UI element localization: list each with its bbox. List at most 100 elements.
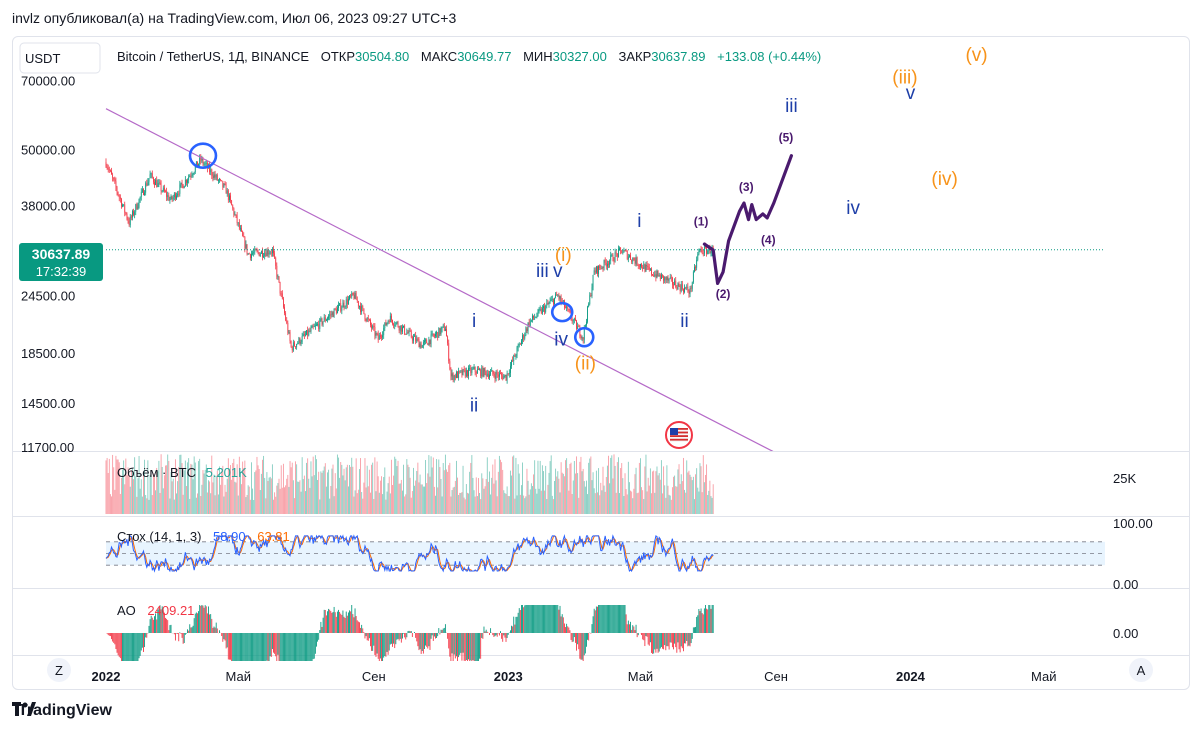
candle-body bbox=[513, 355, 515, 361]
auto-scale-button[interactable]: A bbox=[1129, 658, 1153, 682]
candle-body bbox=[334, 308, 336, 310]
volume-bar bbox=[252, 488, 254, 514]
chart-frame[interactable]: 90000.0070000.0050000.0038000.0024500.00… bbox=[12, 36, 1190, 690]
candle-body bbox=[656, 270, 658, 278]
volume-bar bbox=[444, 454, 446, 514]
candle-body bbox=[181, 182, 183, 185]
ao-bar bbox=[254, 633, 256, 661]
ao-bar bbox=[360, 627, 361, 633]
ao-bar bbox=[139, 633, 141, 656]
candle-body bbox=[147, 181, 149, 186]
ao-bar bbox=[507, 633, 509, 635]
volume-bar bbox=[625, 489, 627, 514]
volume-bar bbox=[680, 474, 682, 514]
ao-bar bbox=[665, 633, 667, 651]
currency-selector[interactable]: USDT bbox=[19, 42, 101, 74]
volume-bar bbox=[443, 470, 445, 514]
ao-bar bbox=[120, 633, 122, 661]
candle-body bbox=[122, 205, 123, 207]
ao-bar bbox=[509, 630, 511, 633]
ao-bar bbox=[660, 633, 662, 647]
ao-bar bbox=[601, 605, 603, 633]
ao-bar bbox=[712, 605, 714, 633]
candle-body bbox=[332, 312, 334, 317]
candle-body bbox=[537, 309, 539, 316]
volume-bar bbox=[106, 457, 108, 514]
candle-body bbox=[608, 263, 609, 265]
ao-bar bbox=[387, 633, 389, 655]
candle-body bbox=[630, 255, 631, 260]
volume-pane[interactable] bbox=[105, 454, 714, 514]
volume-bar bbox=[343, 468, 345, 514]
price-pane[interactable] bbox=[105, 108, 1105, 452]
volume-bar bbox=[492, 464, 494, 514]
ao-bar bbox=[597, 606, 598, 633]
candle-body bbox=[592, 274, 594, 288]
volume-bar bbox=[526, 468, 528, 514]
ao-bar bbox=[667, 633, 669, 647]
candle-body bbox=[590, 295, 592, 297]
ao-bar bbox=[483, 626, 485, 633]
volume-bar bbox=[554, 480, 555, 514]
ao-bar bbox=[663, 633, 665, 650]
candle-body bbox=[675, 280, 677, 287]
candle-body bbox=[665, 277, 667, 281]
candle-body bbox=[150, 173, 152, 175]
volume-bar bbox=[330, 485, 332, 514]
ao-bar bbox=[604, 605, 606, 633]
stochastic-pane[interactable] bbox=[105, 533, 1105, 573]
candle-body bbox=[689, 287, 691, 294]
candle-body bbox=[257, 250, 259, 253]
candle-body bbox=[300, 342, 302, 344]
ao-bar bbox=[420, 633, 422, 654]
candle-body bbox=[603, 259, 605, 268]
volume-bar bbox=[374, 457, 376, 514]
ao-bar bbox=[232, 633, 234, 661]
volume-bar bbox=[188, 458, 190, 514]
candle-body bbox=[475, 371, 477, 374]
candle-body bbox=[350, 295, 352, 297]
volume-bar bbox=[161, 466, 163, 514]
candle-body bbox=[349, 295, 350, 300]
candle-body bbox=[635, 257, 637, 264]
volume-bar bbox=[543, 471, 544, 514]
volume-bar bbox=[190, 463, 192, 514]
ao-bar bbox=[137, 633, 139, 661]
volume-bar bbox=[699, 463, 701, 514]
candle-body bbox=[225, 184, 227, 194]
volume-bar bbox=[506, 486, 508, 514]
candle-body bbox=[297, 342, 299, 345]
candle-body bbox=[415, 335, 417, 342]
volume-bar bbox=[573, 461, 575, 514]
candle-body bbox=[664, 277, 666, 281]
candle-body bbox=[699, 249, 701, 250]
volume-bar bbox=[712, 484, 714, 514]
candle-body bbox=[418, 339, 420, 348]
candle-body bbox=[110, 170, 111, 172]
volume-bar bbox=[417, 462, 419, 514]
candle-body bbox=[210, 169, 212, 172]
ao-bar bbox=[427, 633, 429, 649]
ao-bar bbox=[316, 633, 317, 647]
ao-bar bbox=[396, 633, 398, 640]
ao-bar bbox=[251, 633, 252, 661]
wave-label: (5) bbox=[779, 130, 794, 144]
ao-axis-tick: 0.00 bbox=[1113, 626, 1138, 641]
price-axis-tick: 24500.00 bbox=[21, 289, 75, 304]
volume-bar bbox=[230, 465, 231, 514]
volume-bar bbox=[660, 460, 662, 514]
volume-bar bbox=[310, 461, 312, 514]
chart-canvas[interactable]: 90000.0070000.0050000.0038000.0024500.00… bbox=[13, 37, 1189, 689]
volume-bar bbox=[174, 459, 176, 514]
volume-bar bbox=[677, 469, 679, 514]
ao-bar bbox=[128, 633, 130, 661]
candle-body bbox=[402, 327, 403, 332]
volume-bar bbox=[386, 491, 388, 514]
candle-body bbox=[600, 268, 602, 269]
ao-bar bbox=[306, 633, 307, 661]
ao-bar bbox=[688, 633, 690, 646]
volume-bar bbox=[617, 457, 619, 514]
ao-pane[interactable] bbox=[106, 605, 714, 661]
zoom-button[interactable]: Z bbox=[47, 658, 71, 682]
ao-bar bbox=[281, 633, 283, 661]
